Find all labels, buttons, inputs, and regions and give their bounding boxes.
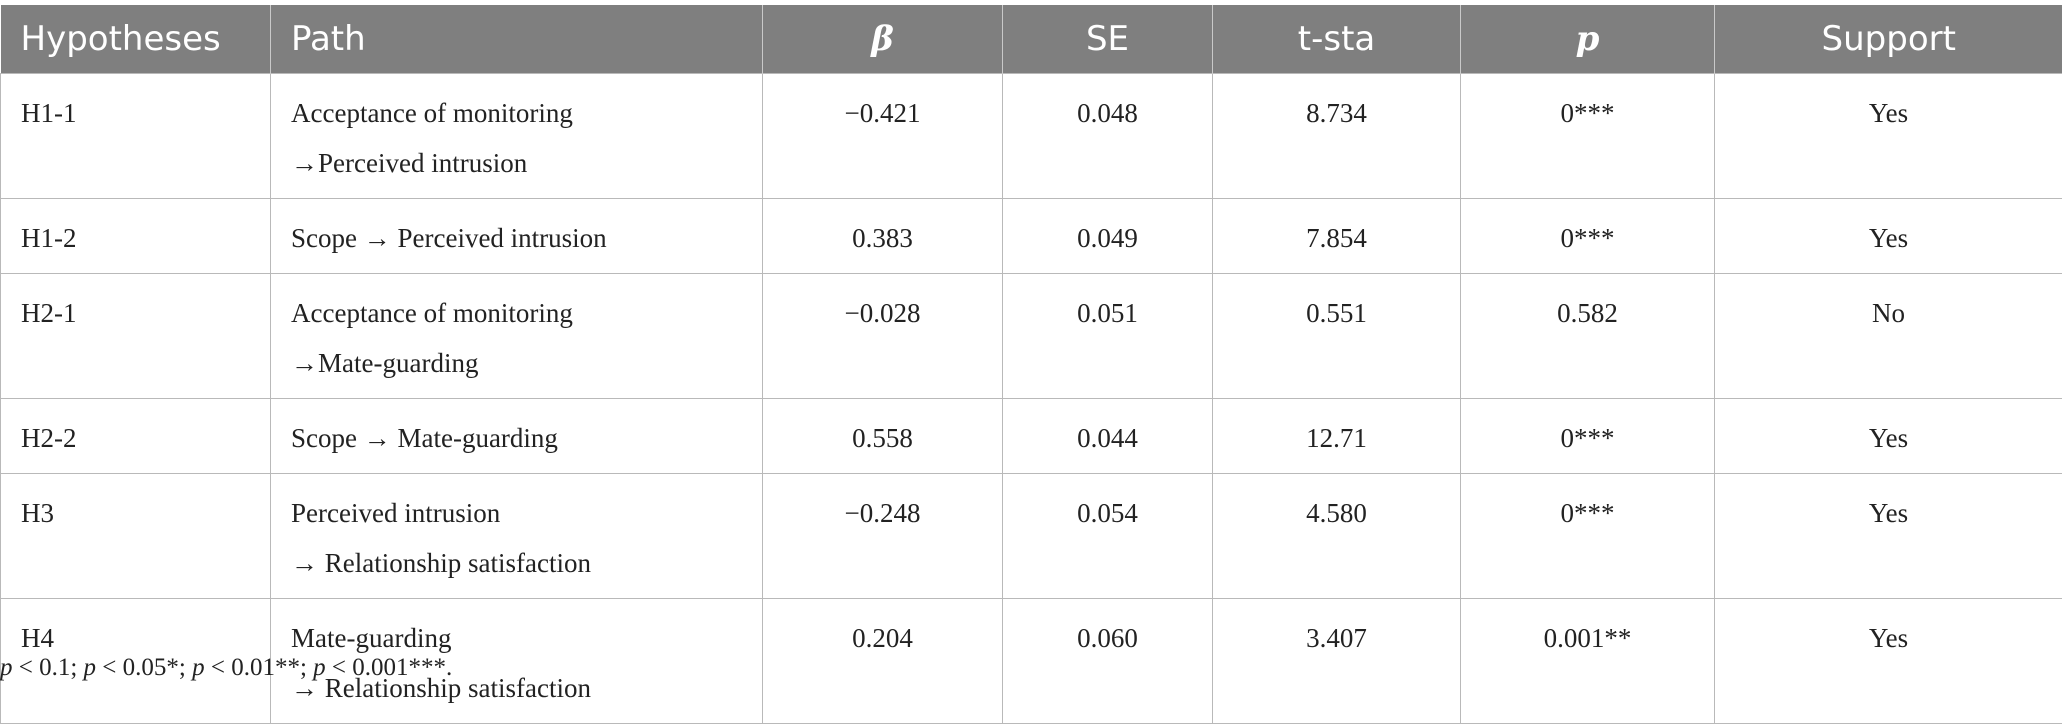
cell-p: 0*** xyxy=(1461,199,1715,274)
footnote-part: < 0.001***. xyxy=(326,654,453,681)
cell-path: Scope → Perceived intrusion xyxy=(271,199,763,274)
cell-p: 0*** xyxy=(1461,474,1715,599)
table-row: H2-2 Scope → Mate-guarding 0.558 0.044 1… xyxy=(1,399,2062,474)
path-line: Acceptance of monitoring xyxy=(291,288,742,338)
cell-hypothesis: H2-2 xyxy=(1,399,271,474)
cell-t-sta: 4.580 xyxy=(1213,474,1461,599)
cell-se: 0.048 xyxy=(1003,74,1213,199)
path-line: Acceptance of monitoring xyxy=(291,88,742,138)
footnote-p-symbol: p xyxy=(84,654,97,681)
cell-t-sta: 7.854 xyxy=(1213,199,1461,274)
footnote-p-symbol: p xyxy=(192,654,205,681)
header-p: p xyxy=(1461,5,1715,74)
cell-support: Yes xyxy=(1715,599,2062,724)
footnote-part: < 0.05*; xyxy=(96,654,192,681)
table-row: H3 Perceived intrusion → Relationship sa… xyxy=(1,474,2062,599)
cell-t-sta: 12.71 xyxy=(1213,399,1461,474)
cell-t-sta: 3.407 xyxy=(1213,599,1461,724)
results-table-container: Hypotheses Path β SE t-sta p Support H1-… xyxy=(0,5,2062,724)
path-line: Scope → Mate-guarding xyxy=(291,413,742,463)
table-row: H1-2 Scope → Perceived intrusion 0.383 0… xyxy=(1,199,2062,274)
cell-support: No xyxy=(1715,274,2062,399)
cell-support: Yes xyxy=(1715,474,2062,599)
cell-se: 0.049 xyxy=(1003,199,1213,274)
cell-beta: −0.028 xyxy=(763,274,1003,399)
cell-p: 0.582 xyxy=(1461,274,1715,399)
header-hypotheses: Hypotheses xyxy=(1,5,271,74)
cell-hypothesis: H1-2 xyxy=(1,199,271,274)
cell-hypothesis: H1-1 xyxy=(1,74,271,199)
cell-beta: 0.383 xyxy=(763,199,1003,274)
cell-hypothesis: H3 xyxy=(1,474,271,599)
footnote-part: < 0.1; xyxy=(13,654,84,681)
header-support: Support xyxy=(1715,5,2062,74)
table-row: H2-1 Acceptance of monitoring →Mate-guar… xyxy=(1,274,2062,399)
footnote-p-symbol: p xyxy=(0,654,13,681)
cell-path: Scope → Mate-guarding xyxy=(271,399,763,474)
cell-t-sta: 8.734 xyxy=(1213,74,1461,199)
significance-footnote: p < 0.1; p < 0.05*; p < 0.01**; p < 0.00… xyxy=(0,654,452,682)
cell-t-sta: 0.551 xyxy=(1213,274,1461,399)
footnote-part: < 0.01**; xyxy=(205,654,314,681)
cell-path: Acceptance of monitoring →Mate-guarding xyxy=(271,274,763,399)
path-line: →Mate-guarding xyxy=(291,338,742,388)
cell-se: 0.060 xyxy=(1003,599,1213,724)
cell-path: Acceptance of monitoring →Perceived intr… xyxy=(271,74,763,199)
cell-support: Yes xyxy=(1715,199,2062,274)
cell-p: 0*** xyxy=(1461,399,1715,474)
cell-hypothesis: H2-1 xyxy=(1,274,271,399)
footnote-p-symbol: p xyxy=(313,654,326,681)
header-beta: β xyxy=(763,5,1003,74)
path-line: → Relationship satisfaction xyxy=(291,538,742,588)
header-se: SE xyxy=(1003,5,1213,74)
header-t-sta: t-sta xyxy=(1213,5,1461,74)
cell-p: 0.001** xyxy=(1461,599,1715,724)
hypothesis-test-table: Hypotheses Path β SE t-sta p Support H1-… xyxy=(0,5,2062,724)
cell-support: Yes xyxy=(1715,399,2062,474)
cell-p: 0*** xyxy=(1461,74,1715,199)
cell-beta: 0.558 xyxy=(763,399,1003,474)
cell-path: Perceived intrusion → Relationship satis… xyxy=(271,474,763,599)
cell-se: 0.051 xyxy=(1003,274,1213,399)
table-row: H1-1 Acceptance of monitoring →Perceived… xyxy=(1,74,2062,199)
path-line: →Perceived intrusion xyxy=(291,138,742,188)
cell-se: 0.054 xyxy=(1003,474,1213,599)
path-line: Perceived intrusion xyxy=(291,488,742,538)
header-row: Hypotheses Path β SE t-sta p Support xyxy=(1,5,2062,74)
cell-support: Yes xyxy=(1715,74,2062,199)
cell-beta: −0.421 xyxy=(763,74,1003,199)
cell-beta: 0.204 xyxy=(763,599,1003,724)
path-line: Scope → Perceived intrusion xyxy=(291,213,742,263)
header-path: Path xyxy=(271,5,763,74)
cell-beta: −0.248 xyxy=(763,474,1003,599)
cell-se: 0.044 xyxy=(1003,399,1213,474)
